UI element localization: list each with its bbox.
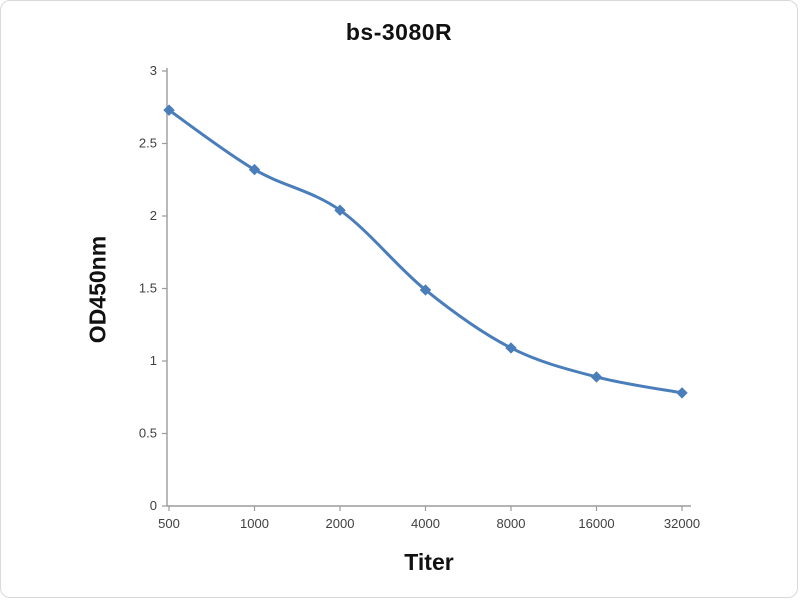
y-tick-label: 1.5 bbox=[139, 281, 157, 296]
y-tick-label: 2.5 bbox=[139, 136, 157, 151]
data-point-marker bbox=[163, 104, 175, 116]
y-tick-label: 3 bbox=[150, 63, 157, 78]
x-axis-title: Titer bbox=[404, 549, 454, 575]
data-point-marker bbox=[248, 163, 261, 176]
data-point-marker bbox=[419, 284, 432, 296]
chart-title: bs-3080R bbox=[345, 19, 453, 45]
y-tick-label: 1 bbox=[150, 353, 157, 368]
x-tick-label: 4000 bbox=[411, 516, 440, 531]
y-tick-label: 2 bbox=[150, 208, 157, 223]
y-tick-label: 0 bbox=[150, 498, 157, 513]
x-tick-label: 32000 bbox=[664, 516, 700, 531]
x-tick-label: 1000 bbox=[240, 516, 269, 531]
x-tick-label: 2000 bbox=[326, 516, 355, 531]
data-point-marker bbox=[676, 387, 688, 399]
data-point-marker bbox=[334, 204, 346, 216]
data-point-marker bbox=[505, 342, 517, 354]
x-tick-label: 8000 bbox=[497, 516, 526, 531]
y-tick-label: 0.5 bbox=[139, 426, 157, 441]
data-series-line bbox=[167, 108, 684, 395]
x-tick-label: 500 bbox=[158, 516, 180, 531]
x-tick-label: 16000 bbox=[578, 516, 614, 531]
data-point-marker bbox=[590, 371, 603, 383]
